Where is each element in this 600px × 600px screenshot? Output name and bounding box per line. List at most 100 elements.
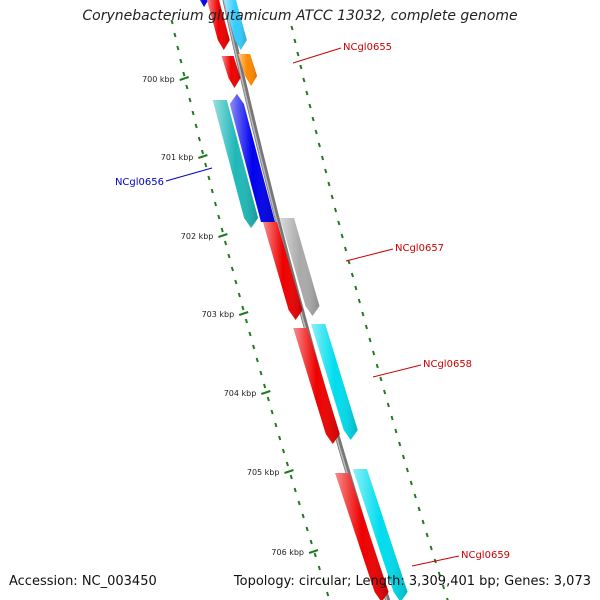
kbp-tick-mark [260, 390, 271, 395]
tick-dot [259, 370, 263, 376]
tick-dot [386, 402, 390, 408]
kbp-tick-mark [198, 154, 208, 159]
tick-dot [317, 142, 321, 148]
tick-dot [320, 155, 325, 161]
tick-dot [446, 597, 449, 600]
tick-dot [207, 175, 211, 181]
tick-dot [173, 32, 177, 38]
gray-cds-0657-shade [280, 218, 320, 316]
gene-label-leader [345, 248, 394, 262]
tick-dot [326, 591, 330, 597]
tick-dot [343, 246, 348, 252]
tick-dot [333, 207, 338, 213]
tick-dot [330, 194, 334, 200]
accession-text: Accession: NC_003450 [9, 574, 157, 589]
gene-label-ncgl0656: NCgl0656 [115, 177, 164, 188]
tick-dot [293, 38, 297, 44]
feature-layer [199, 0, 408, 600]
tick-dot [176, 45, 180, 51]
tick-dot [372, 350, 376, 356]
kbp-tick-mark [238, 311, 249, 316]
kbp-tick-mark [218, 233, 228, 238]
tick-dot [441, 584, 446, 590]
tick-dot [308, 103, 312, 109]
tick-dot [413, 493, 417, 499]
tick-dot [188, 97, 192, 103]
tick-dot [340, 233, 344, 239]
tick-dot [309, 539, 313, 545]
gene-label-ncgl0657: NCgl0657 [395, 243, 444, 254]
tick-dot [317, 565, 321, 571]
gene-label-ncgl0655: NCgl0655 [343, 42, 392, 53]
kbp-tick-label: 705 kbp [247, 468, 280, 477]
kbp-tick-label: 701 kbp [161, 153, 194, 162]
tick-dot [217, 214, 221, 220]
tick-dot [204, 162, 208, 168]
tick-dot [223, 240, 228, 246]
tick-dot [297, 500, 301, 506]
tick-dot [179, 58, 183, 64]
kbp-tick-label: 706 kbp [271, 548, 304, 557]
tick-dot [364, 324, 368, 330]
tick-dot [263, 383, 267, 389]
tick-dot [299, 64, 303, 70]
tick-dot [296, 51, 300, 57]
gene-label-leader [372, 364, 422, 378]
tick-dot [270, 409, 274, 415]
cyan-cds-top-shade [224, 0, 247, 50]
tick-dot [305, 526, 309, 532]
kbp-tick-label: 703 kbp [202, 310, 235, 319]
tick-dot [252, 344, 256, 350]
tick-dot [409, 480, 413, 486]
red-cds-top-shade [207, 0, 230, 50]
tick-dot [234, 279, 238, 285]
tick-dot [375, 363, 379, 369]
tick-dot [357, 298, 361, 304]
tick-dot [278, 435, 282, 441]
gene-label-ncgl0659: NCgl0659 [461, 550, 510, 561]
tick-dot [197, 136, 201, 142]
tick-dot [194, 123, 198, 129]
kbp-tick-label: 700 kbp [142, 75, 175, 84]
tick-dot [191, 110, 195, 116]
tick-dot [237, 292, 241, 298]
tick-dot [390, 415, 394, 421]
tick-dot [361, 311, 365, 317]
tick-dot [185, 84, 189, 90]
kbp-tick-label: 704 kbp [224, 389, 257, 398]
orange-cds-0655-shade [238, 54, 258, 86]
kbp-tick-layer: 700 kbp 701 kbp 702 kbp 703 kbp 704 kbp 705 k… [142, 75, 319, 557]
tick-dot [429, 545, 433, 551]
tick-dot [248, 331, 252, 337]
tick-dot [379, 376, 383, 382]
tick-dot [266, 396, 270, 402]
kbp-tick-mark [179, 76, 189, 81]
tick-dot [289, 474, 293, 480]
tick-dot [302, 77, 306, 83]
cyan-cds-0658-shade [311, 324, 358, 440]
tick-dot [227, 253, 231, 259]
kbp-tick-mark [284, 469, 294, 474]
cyan-cds-0659-shade [352, 469, 408, 600]
tick-dot [425, 532, 429, 538]
tick-dot [321, 578, 326, 584]
tick-dot [350, 272, 354, 278]
tick-dot [170, 19, 174, 25]
tick-dot [274, 422, 278, 428]
tick-dot [210, 188, 214, 194]
kbp-tick-mark [308, 549, 319, 554]
tick-dot [314, 129, 318, 135]
genome-summary-text: Topology: circular; Length: 3,309,401 bp… [233, 574, 591, 589]
tick-dot [383, 389, 387, 395]
tick-dot [290, 25, 294, 31]
tick-dot [244, 318, 248, 324]
tick-dot [182, 71, 186, 77]
gene-label-layer: NCgl0655 NCgl0656 NCgl0657 NCgl0658 NCgl0659 [115, 42, 510, 567]
red-cds-0657-shade [263, 222, 303, 320]
tick-dot [437, 571, 441, 577]
tick-dot [337, 220, 341, 226]
tick-dot [200, 149, 205, 155]
tick-dot [255, 357, 259, 363]
tick-dot [293, 487, 297, 493]
